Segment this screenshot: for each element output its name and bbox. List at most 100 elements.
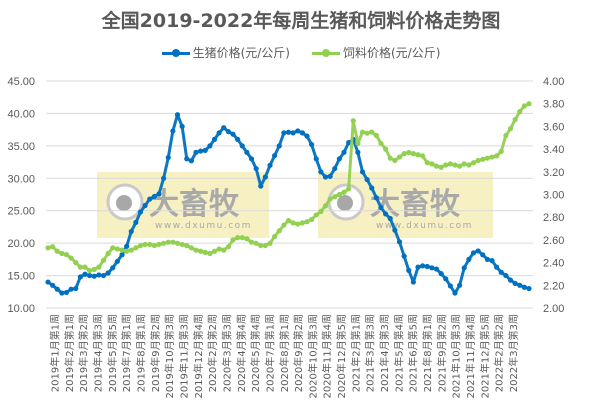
data-point-marker[interactable] bbox=[142, 241, 148, 248]
data-point-marker[interactable] bbox=[304, 133, 310, 139]
data-point-marker[interactable] bbox=[322, 203, 329, 209]
data-point-marker[interactable] bbox=[105, 270, 111, 276]
data-point-marker[interactable] bbox=[133, 245, 139, 251]
data-point-marker[interactable] bbox=[355, 149, 361, 155]
data-point-marker[interactable] bbox=[248, 156, 255, 162]
data-point-marker[interactable] bbox=[484, 155, 490, 161]
data-point-marker[interactable] bbox=[336, 191, 342, 198]
data-point-marker[interactable] bbox=[438, 271, 444, 277]
data-point-marker[interactable] bbox=[59, 290, 65, 296]
data-point-marker[interactable] bbox=[327, 196, 333, 202]
data-point-marker[interactable] bbox=[424, 160, 430, 166]
data-point-marker[interactable] bbox=[216, 246, 222, 252]
data-point-marker[interactable] bbox=[253, 240, 259, 246]
data-point-marker[interactable] bbox=[517, 109, 523, 115]
data-point-marker[interactable] bbox=[73, 285, 79, 292]
data-point-marker[interactable] bbox=[489, 258, 495, 264]
data-point-marker[interactable] bbox=[281, 222, 287, 228]
data-point-marker[interactable] bbox=[350, 118, 356, 124]
data-point-marker[interactable] bbox=[475, 157, 481, 164]
data-point-marker[interactable] bbox=[341, 149, 347, 155]
data-point-marker[interactable] bbox=[258, 242, 264, 249]
data-point-marker[interactable] bbox=[475, 248, 481, 254]
data-point-marker[interactable] bbox=[100, 272, 107, 279]
data-point-marker[interactable] bbox=[96, 264, 102, 270]
data-point-marker[interactable] bbox=[267, 162, 273, 168]
data-point-marker[interactable] bbox=[480, 156, 486, 162]
data-point-marker[interactable] bbox=[503, 272, 509, 279]
data-point-marker[interactable] bbox=[174, 112, 181, 118]
data-point-marker[interactable] bbox=[179, 241, 185, 248]
data-point-marker[interactable] bbox=[68, 286, 74, 292]
data-point-marker[interactable] bbox=[526, 285, 532, 292]
data-point-marker[interactable] bbox=[457, 282, 463, 288]
data-point-marker[interactable] bbox=[96, 272, 102, 278]
data-point-marker[interactable] bbox=[359, 129, 366, 135]
data-point-marker[interactable] bbox=[174, 240, 181, 246]
data-point-marker[interactable] bbox=[119, 247, 125, 253]
data-point-marker[interactable] bbox=[410, 151, 416, 157]
legend-item-pig-price[interactable]: 生猪价格(元/公斤) bbox=[161, 44, 290, 61]
data-point-marker[interactable] bbox=[438, 164, 444, 170]
data-point-marker[interactable] bbox=[276, 228, 282, 234]
data-point-marker[interactable] bbox=[322, 174, 329, 180]
data-point-marker[interactable] bbox=[207, 143, 213, 149]
data-point-marker[interactable] bbox=[415, 152, 421, 158]
data-point-marker[interactable] bbox=[216, 130, 222, 136]
data-point-marker[interactable] bbox=[161, 175, 167, 181]
data-point-marker[interactable] bbox=[110, 265, 116, 271]
data-point-marker[interactable] bbox=[309, 141, 315, 148]
data-point-marker[interactable] bbox=[91, 266, 97, 273]
data-point-marker[interactable] bbox=[262, 174, 268, 180]
legend-item-feed-price[interactable]: 饲料价格(元/公斤) bbox=[312, 44, 440, 61]
data-point-marker[interactable] bbox=[420, 263, 426, 269]
data-point-marker[interactable] bbox=[184, 156, 190, 162]
data-point-marker[interactable] bbox=[156, 191, 162, 197]
data-point-marker[interactable] bbox=[63, 252, 70, 258]
data-point-marker[interactable] bbox=[161, 240, 167, 246]
data-point-marker[interactable] bbox=[401, 151, 407, 157]
data-point-marker[interactable] bbox=[207, 250, 213, 257]
data-point-marker[interactable] bbox=[452, 162, 458, 168]
data-point-marker[interactable] bbox=[114, 246, 120, 252]
data-point-marker[interactable] bbox=[309, 216, 315, 223]
data-point-marker[interactable] bbox=[258, 183, 264, 189]
data-point-marker[interactable] bbox=[198, 248, 204, 254]
data-point-marker[interactable] bbox=[82, 264, 88, 270]
data-point-marker[interactable] bbox=[494, 264, 500, 270]
data-point-marker[interactable] bbox=[276, 143, 282, 149]
data-point-marker[interactable] bbox=[73, 260, 79, 266]
data-point-marker[interactable] bbox=[45, 279, 51, 285]
data-point-marker[interactable] bbox=[364, 130, 370, 136]
data-point-marker[interactable] bbox=[267, 240, 273, 246]
data-point-marker[interactable] bbox=[461, 161, 467, 167]
data-point-marker[interactable] bbox=[401, 253, 407, 259]
data-point-marker[interactable] bbox=[225, 244, 231, 250]
data-point-marker[interactable] bbox=[45, 245, 51, 251]
data-point-marker[interactable] bbox=[461, 265, 467, 271]
data-point-marker[interactable] bbox=[235, 235, 241, 241]
data-point-marker[interactable] bbox=[494, 153, 500, 159]
data-point-marker[interactable] bbox=[424, 263, 430, 270]
data-point-marker[interactable] bbox=[54, 248, 60, 254]
data-point-marker[interactable] bbox=[68, 255, 74, 261]
data-point-marker[interactable] bbox=[211, 248, 218, 254]
data-point-marker[interactable] bbox=[521, 284, 527, 290]
data-point-marker[interactable] bbox=[498, 148, 504, 154]
data-point-marker[interactable] bbox=[406, 267, 412, 273]
data-point-marker[interactable] bbox=[457, 163, 463, 169]
data-point-marker[interactable] bbox=[484, 256, 490, 262]
data-point-marker[interactable] bbox=[262, 242, 268, 249]
data-point-marker[interactable] bbox=[498, 269, 504, 275]
data-point-marker[interactable] bbox=[295, 128, 301, 134]
data-point-marker[interactable] bbox=[378, 140, 384, 147]
data-point-marker[interactable] bbox=[100, 257, 107, 263]
data-point-marker[interactable] bbox=[221, 125, 227, 131]
data-point-marker[interactable] bbox=[119, 252, 125, 258]
data-point-marker[interactable] bbox=[272, 152, 278, 159]
data-point-marker[interactable] bbox=[147, 241, 153, 248]
data-point-marker[interactable] bbox=[188, 158, 194, 164]
data-point-marker[interactable] bbox=[295, 221, 301, 227]
data-point-marker[interactable] bbox=[396, 239, 403, 245]
data-point-marker[interactable] bbox=[299, 220, 305, 226]
